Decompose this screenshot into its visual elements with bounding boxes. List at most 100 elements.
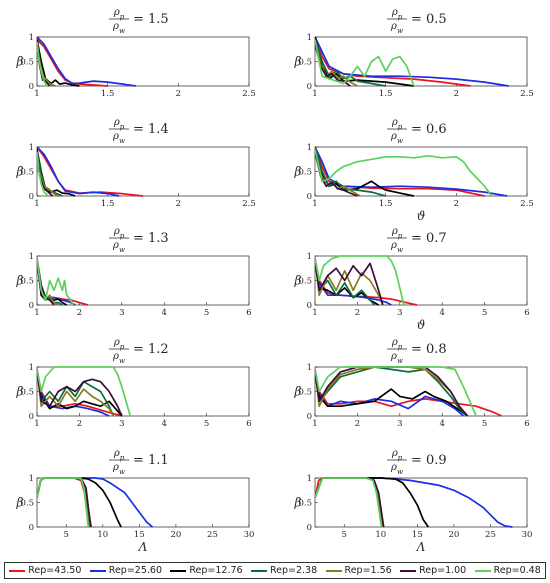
legend-swatch-purple (400, 569, 417, 572)
x-tick-label: 30 (244, 530, 255, 540)
y-tick-label: 0.5 (298, 168, 312, 178)
x-tick-label: 3 (119, 419, 124, 429)
y-tick-label: 0.5 (20, 168, 34, 178)
x-tick-label: 4 (439, 419, 444, 429)
legend-item: Rep=12.76 (170, 565, 243, 576)
y-axis-label: β (294, 496, 302, 510)
title-denominator: ρw (390, 21, 403, 35)
series-line (315, 366, 469, 417)
y-tick-label: 0.5 (20, 58, 34, 68)
series-line (37, 369, 123, 417)
x-tick-label: 30 (522, 530, 533, 540)
series-line (37, 369, 115, 417)
x-tick-label: 1 (312, 419, 317, 429)
legend-swatch-olive (325, 569, 342, 572)
series-line (315, 477, 384, 528)
title-denominator: ρw (112, 21, 125, 35)
x-tick-label: 3 (119, 308, 124, 318)
title-numerator: ρp (113, 337, 125, 351)
series-line (37, 41, 48, 87)
title-denominator: ρw (390, 351, 403, 365)
plot-area (314, 255, 528, 306)
x-tick-label: 2.5 (520, 199, 534, 209)
series-line (315, 255, 405, 306)
y-axis-label: β (16, 496, 24, 510)
x-axis-label: ϑ (417, 318, 426, 332)
series-line (37, 258, 74, 306)
series-line (315, 146, 508, 197)
x-tick-label: 2.5 (242, 89, 256, 99)
x-tick-label: 2 (454, 89, 459, 99)
y-axis-label: β (16, 165, 24, 179)
x-tick-label: 1 (34, 308, 39, 318)
series-line (315, 36, 471, 87)
legend-swatch-blue (89, 569, 106, 572)
title-numerator: ρp (113, 226, 125, 240)
title-value: = 0.7 (411, 231, 447, 246)
x-tick-label: 1 (312, 89, 317, 99)
y-axis-label: β (294, 274, 302, 288)
x-tick-label: 3 (397, 419, 402, 429)
x-tick-label: 1 (312, 308, 317, 318)
series-line (37, 477, 154, 528)
y-tick-label: 0 (307, 82, 312, 92)
x-tick-label: 15 (412, 530, 423, 540)
y-tick-label: 0 (307, 192, 312, 202)
title-denominator: ρw (112, 240, 125, 254)
legend-label: Rep=25.60 (108, 565, 162, 576)
legend-label: Rep=2.38 (269, 565, 318, 576)
x-tick-label: 1 (312, 199, 317, 209)
title-value: = 0.8 (411, 342, 447, 357)
series-line (315, 36, 509, 87)
title-numerator: ρp (113, 117, 125, 131)
legend-item: Rep=1.00 (400, 565, 466, 576)
x-tick-label: 5 (204, 308, 209, 318)
x-tick-label: 2 (77, 419, 82, 429)
legend-item: Rep=0.48 (474, 565, 541, 576)
y-tick-label: 1 (29, 252, 34, 262)
x-tick-label: 4 (161, 308, 166, 318)
x-tick-label: 25 (207, 530, 218, 540)
series-line (37, 36, 137, 87)
series-line (315, 260, 384, 306)
series-line (315, 369, 502, 417)
legend-swatch-darkgreen (250, 569, 267, 572)
series-line (315, 477, 383, 528)
x-tick-label: 2 (355, 308, 360, 318)
x-tick-label: 5 (342, 530, 347, 540)
y-tick-label: 0 (29, 412, 34, 422)
legend-swatch-lightgreen (474, 569, 491, 572)
y-tick-label: 1 (29, 33, 34, 43)
x-tick-label: 2 (176, 89, 181, 99)
x-tick-label: 6 (246, 419, 251, 429)
title-denominator: ρw (390, 462, 403, 476)
title-value: = 0.9 (411, 453, 447, 468)
title-denominator: ρw (390, 131, 403, 145)
x-tick-label: 5 (482, 308, 487, 318)
y-axis-label: β (16, 385, 24, 399)
series-line (37, 366, 132, 417)
x-tick-label: 2 (77, 308, 82, 318)
legend-item: Rep=1.56 (325, 565, 392, 576)
y-tick-label: 1 (29, 363, 34, 373)
x-tick-label: 10 (375, 530, 386, 540)
plot-area (36, 36, 250, 87)
series-line (315, 41, 358, 87)
plot-area (36, 477, 250, 528)
title-denominator: ρw (112, 131, 125, 145)
series-line (37, 369, 123, 417)
y-axis-label: β (16, 55, 24, 69)
y-tick-label: 0 (307, 301, 312, 311)
legend-item: Rep=2.38 (250, 565, 318, 576)
series-line (315, 477, 429, 528)
title-denominator: ρw (112, 351, 125, 365)
legend: Rep=43.50 Rep=25.60 Rep=12.76 Rep=2.38 R… (4, 562, 546, 579)
